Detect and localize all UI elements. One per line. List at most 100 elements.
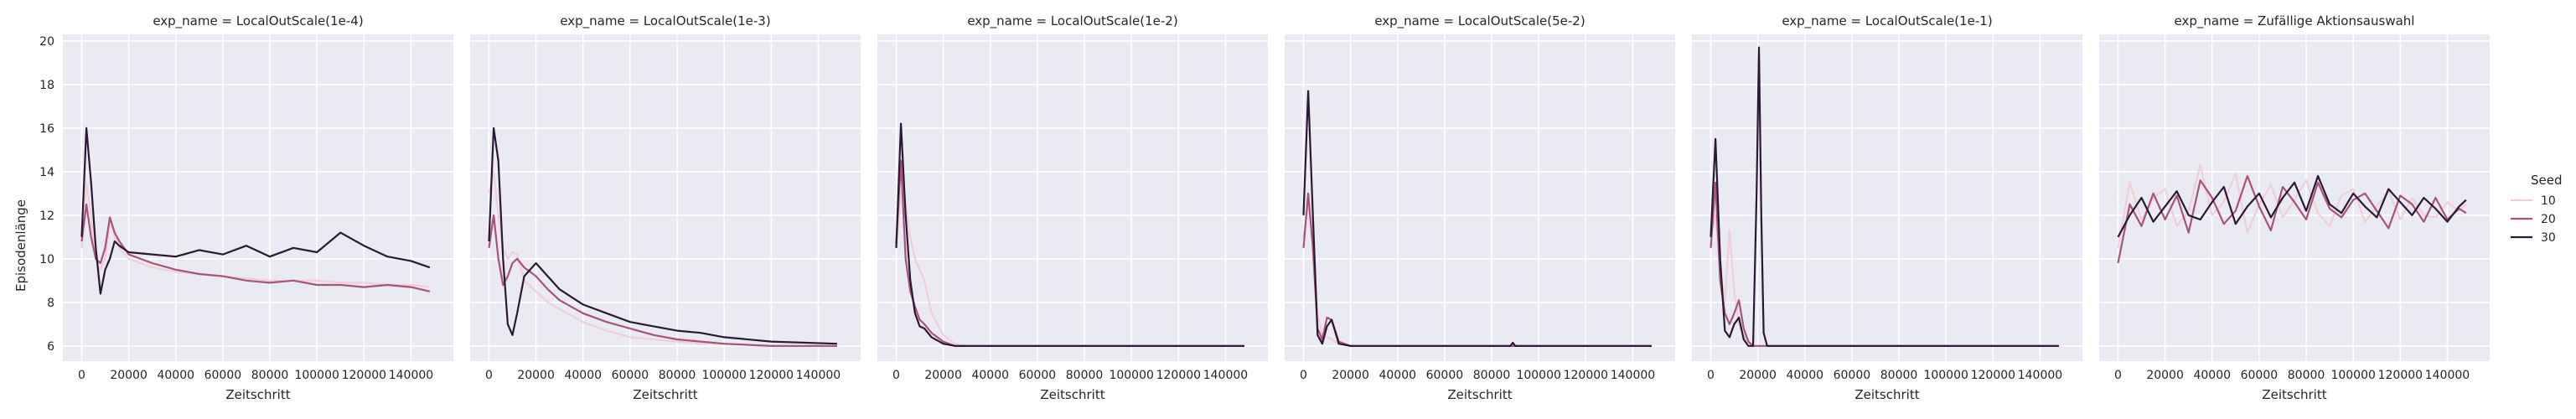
y-tick-label: 6	[47, 340, 54, 354]
series-line-seed-10	[488, 170, 837, 347]
x-tick-label: 60000	[204, 369, 242, 382]
x-tick-label: 80000	[1473, 369, 1511, 382]
x-tick-label: 0	[485, 369, 493, 382]
x-tick-label: 120000	[1971, 369, 2015, 382]
y-tick-label: 10	[39, 253, 54, 266]
x-tick-label: 0	[1707, 369, 1715, 382]
x-tick-label: 40000	[564, 369, 602, 382]
x-tick-label: 80000	[1880, 369, 1918, 382]
x-tick-label: 0	[892, 369, 900, 382]
panel-title: exp_name = LocalOutScale(5e-2)	[1374, 13, 1585, 29]
y-tick-label: 18	[39, 79, 54, 92]
series-line-seed-30	[1710, 46, 2059, 347]
y-tick-label: 8	[47, 297, 54, 310]
x-tick-label: 100000	[1516, 369, 1560, 382]
x-tick-label: 40000	[1786, 369, 1823, 382]
facet-panel: exp_name = LocalOutScale(1e-2) 0 20000 4000…	[877, 13, 1268, 402]
x-tick-label: 140000	[1203, 369, 1248, 382]
plot-area	[1285, 34, 1675, 361]
x-tick-label: 60000	[1019, 369, 1057, 382]
series-line-seed-10	[2117, 163, 2467, 248]
x-tick-label: 40000	[157, 369, 194, 382]
x-tick-label: 100000	[701, 369, 746, 382]
facet-panel: exp_name = LocalOutScale(5e-2) 0 20000 4000…	[1285, 13, 1675, 402]
facet-panel: exp_name = LocalOutScale(1e-4) 0 20000 4000…	[39, 13, 453, 402]
y-tick-label: 20	[39, 35, 54, 49]
x-tick-label: 40000	[2193, 369, 2231, 382]
plot-area	[2099, 34, 2490, 361]
x-tick-label: 40000	[1379, 369, 1416, 382]
x-tick-label: 140000	[2018, 369, 2062, 382]
x-tick-label: 140000	[389, 369, 433, 382]
x-tick-label: 60000	[612, 369, 649, 382]
legend-label: 30	[2541, 231, 2556, 245]
x-tick-label: 120000	[2378, 369, 2423, 382]
series-line-seed-30	[2117, 174, 2467, 238]
y-axis-label: Episodenlänge	[13, 199, 28, 292]
facet-panel: exp_name = LocalOutScale(1e-1) 0 20000 4000…	[1692, 13, 2082, 402]
panel-title: exp_name = Zufällige Aktionsauswahl	[2175, 13, 2415, 29]
panel-title: exp_name = LocalOutScale(1e-4)	[153, 13, 363, 29]
x-axis-label: Zeitschritt	[633, 387, 697, 402]
plot-area	[1692, 34, 2082, 361]
legend-title: Seed	[2531, 173, 2563, 188]
legend-item-seed-10: 10	[2511, 194, 2556, 208]
x-tick-label: 100000	[1109, 369, 1153, 382]
plot-area	[877, 34, 1268, 361]
series-line-seed-20	[80, 203, 431, 292]
x-tick-label: 80000	[251, 369, 289, 382]
x-tick-label: 20000	[2146, 369, 2184, 382]
x-axis-label: Zeitschritt	[1447, 387, 1512, 402]
x-tick-label: 120000	[749, 369, 794, 382]
facet-panel: exp_name = LocalOutScale(1e-3) 0 20000 4000…	[470, 13, 861, 402]
facet-panel: exp_name = Zufällige Aktionsauswahl 0 2000…	[2099, 13, 2490, 402]
panel-title: exp_name = LocalOutScale(1e-3)	[560, 13, 770, 29]
x-tick-label: 20000	[1332, 369, 1369, 382]
panel-title: exp_name = LocalOutScale(1e-1)	[1782, 13, 1992, 29]
y-tick-label: 16	[39, 122, 54, 136]
series-line-seed-20	[488, 214, 837, 347]
x-tick-label: 20000	[517, 369, 555, 382]
x-tick-label: 120000	[1156, 369, 1201, 382]
plot-area	[63, 34, 453, 361]
x-axis-label: Zeitschritt	[1854, 387, 1919, 402]
x-tick-label: 20000	[924, 369, 962, 382]
legend-item-seed-30: 30	[2511, 231, 2556, 245]
x-tick-label: 80000	[659, 369, 696, 382]
x-axis-label: Zeitschritt	[2262, 387, 2326, 402]
x-tick-label: 0	[78, 369, 85, 382]
x-tick-label: 40000	[971, 369, 1009, 382]
x-tick-label: 140000	[796, 369, 841, 382]
series-line-seed-30	[1302, 90, 1652, 347]
facet-panels: exp_name = LocalOutScale(1e-4)0 20000 4000…	[39, 13, 2490, 402]
x-tick-label: 120000	[1564, 369, 1608, 382]
legend-item-seed-20: 20	[2511, 213, 2556, 226]
series-line-seed-30	[895, 122, 1244, 347]
x-tick-label: 140000	[2425, 369, 2470, 382]
legend-label: 10	[2541, 194, 2556, 208]
series-line-seed-30	[488, 127, 837, 345]
y-tick-label: 12	[39, 210, 54, 223]
series-line-seed-10	[80, 181, 431, 288]
x-tick-label: 100000	[2330, 369, 2375, 382]
x-tick-label: 80000	[1066, 369, 1104, 382]
x-tick-label: 60000	[1426, 369, 1464, 382]
series-line-seed-20	[1710, 181, 2059, 347]
legend-label: 20	[2541, 213, 2556, 226]
x-tick-label: 20000	[110, 369, 147, 382]
x-axis-label: Zeitschritt	[225, 387, 290, 402]
x-tick-label: 100000	[1923, 369, 1968, 382]
x-tick-label: 100000	[294, 369, 339, 382]
plot-area	[470, 34, 861, 361]
x-tick-label: 120000	[342, 369, 386, 382]
x-tick-label: 0	[1300, 369, 1307, 382]
x-tick-label: 20000	[1739, 369, 1777, 382]
x-tick-label: 0	[2114, 369, 2122, 382]
series-line-seed-20	[2117, 174, 2467, 264]
x-axis-label: Zeitschritt	[1040, 387, 1104, 402]
x-tick-label: 60000	[2241, 369, 2279, 382]
x-tick-label: 60000	[1834, 369, 1871, 382]
series-line-seed-30	[80, 127, 431, 295]
x-tick-label: 80000	[2288, 369, 2325, 382]
